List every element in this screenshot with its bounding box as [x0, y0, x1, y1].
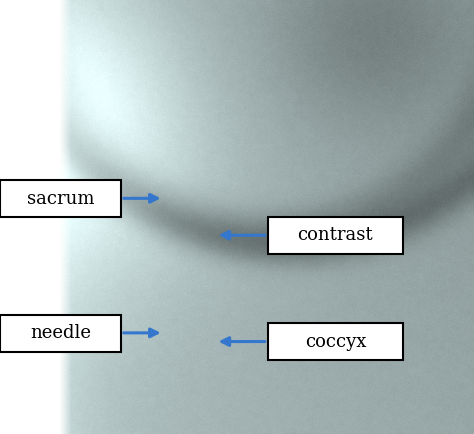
- FancyBboxPatch shape: [268, 217, 403, 254]
- FancyBboxPatch shape: [268, 323, 403, 360]
- FancyBboxPatch shape: [0, 315, 121, 352]
- Text: sacrum: sacrum: [27, 190, 94, 207]
- Text: needle: needle: [30, 324, 91, 342]
- FancyBboxPatch shape: [0, 180, 121, 217]
- Text: coccyx: coccyx: [305, 333, 366, 351]
- Text: contrast: contrast: [298, 227, 373, 244]
